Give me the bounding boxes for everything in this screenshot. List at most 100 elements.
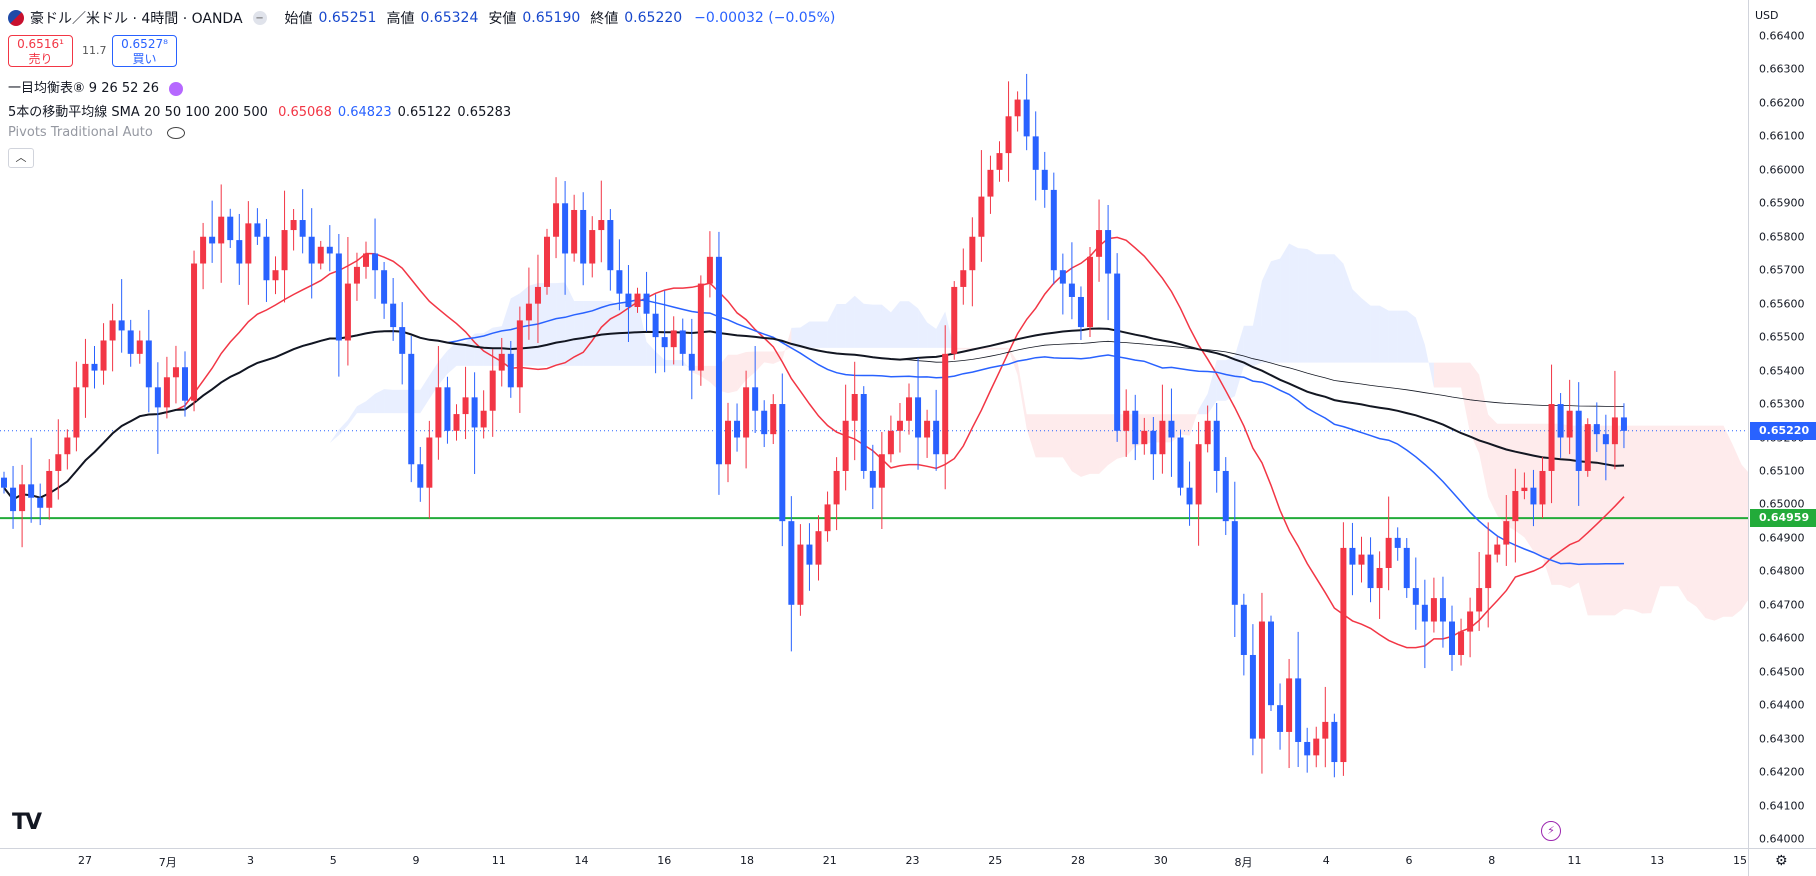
candle[interactable] <box>1068 242 1075 320</box>
candle[interactable] <box>118 279 125 353</box>
candle[interactable] <box>498 337 505 387</box>
sell-button[interactable]: 0.6516¹ 売り <box>8 35 73 67</box>
candle[interactable] <box>1403 538 1410 598</box>
candle[interactable] <box>706 231 713 298</box>
candle[interactable] <box>1150 416 1157 480</box>
candle[interactable] <box>46 459 53 520</box>
candle[interactable] <box>842 384 849 491</box>
candle[interactable] <box>209 200 216 263</box>
candle[interactable] <box>507 340 514 398</box>
candle[interactable] <box>933 389 940 471</box>
candle[interactable] <box>55 419 62 500</box>
sma-legend[interactable]: 5本の移動平均線 SMA 20 50 100 200 500 0.65068 0.… <box>8 101 511 120</box>
lightning-icon[interactable]: ⚡ <box>1541 821 1561 841</box>
candle[interactable] <box>1114 253 1121 442</box>
candle[interactable] <box>1620 403 1627 449</box>
candle[interactable] <box>390 278 397 341</box>
candle[interactable] <box>480 390 487 439</box>
candle[interactable] <box>82 338 89 418</box>
candle[interactable] <box>191 250 198 412</box>
candle[interactable] <box>1331 713 1338 778</box>
candle[interactable] <box>1367 537 1374 603</box>
candle[interactable] <box>896 403 903 453</box>
candle[interactable] <box>1050 172 1057 285</box>
candle[interactable] <box>1231 481 1238 638</box>
candle[interactable] <box>381 262 388 319</box>
candle[interactable] <box>353 252 360 301</box>
candle[interactable] <box>851 361 858 461</box>
candle[interactable] <box>652 294 659 374</box>
candle[interactable] <box>1032 111 1039 201</box>
candle[interactable] <box>1439 576 1446 648</box>
candle[interactable] <box>1376 551 1383 619</box>
candle[interactable] <box>1304 727 1311 773</box>
candle[interactable] <box>1096 199 1103 282</box>
candle[interactable] <box>589 216 596 278</box>
candle[interactable] <box>525 267 532 340</box>
symbol-title[interactable]: 豪ドル／米ドル · 4時間 · OANDA <box>30 11 243 27</box>
candle[interactable] <box>10 465 17 529</box>
candle[interactable] <box>833 457 840 531</box>
candle[interactable] <box>1611 370 1618 470</box>
candle[interactable] <box>127 319 134 367</box>
candle[interactable] <box>634 287 641 313</box>
candle[interactable] <box>516 306 523 413</box>
candle[interactable] <box>1159 384 1166 474</box>
candle[interactable] <box>1593 402 1600 452</box>
candle[interactable] <box>534 254 541 344</box>
candle[interactable] <box>1449 605 1455 671</box>
candle[interactable] <box>299 189 306 254</box>
sma-20-line[interactable] <box>3 236 1625 649</box>
candle[interactable] <box>462 366 469 440</box>
candle[interactable] <box>607 209 614 291</box>
candle[interactable] <box>145 309 152 413</box>
candle[interactable] <box>1385 496 1392 591</box>
candle[interactable] <box>326 225 333 272</box>
candle[interactable] <box>1186 461 1193 526</box>
candle[interactable] <box>19 464 26 548</box>
candle[interactable] <box>1467 597 1474 658</box>
candle[interactable] <box>1059 253 1066 315</box>
candle[interactable] <box>1268 615 1274 712</box>
candle[interactable] <box>779 373 786 547</box>
candle[interactable] <box>1195 421 1202 546</box>
candle[interactable] <box>1557 393 1564 458</box>
chart-canvas[interactable] <box>0 0 1748 848</box>
candle[interactable] <box>73 361 80 452</box>
ichimoku-legend[interactable]: 一目均衡表⑧ 9 26 52 26 <box>8 77 184 96</box>
candle[interactable] <box>1295 631 1302 768</box>
candle[interactable] <box>1123 389 1130 457</box>
candle[interactable] <box>1105 204 1112 321</box>
level-price-tag[interactable]: 0.64959 <box>1750 509 1816 528</box>
gear-icon[interactable]: ⚙ <box>1775 853 1788 869</box>
candle[interactable] <box>878 431 885 530</box>
candle[interactable] <box>616 239 623 311</box>
candle[interactable] <box>860 386 867 479</box>
candle[interactable] <box>37 483 44 526</box>
candle[interactable] <box>1249 624 1256 756</box>
candle[interactable] <box>1132 394 1139 461</box>
candle[interactable] <box>824 491 831 542</box>
collapse-dot-icon[interactable]: − <box>252 11 267 25</box>
candle[interactable] <box>869 444 876 510</box>
candle[interactable] <box>489 349 496 437</box>
candle[interactable] <box>109 303 116 372</box>
tradingview-logo[interactable]: TV <box>12 810 42 835</box>
candle[interactable] <box>91 345 98 389</box>
candle[interactable] <box>344 237 351 366</box>
candle[interactable] <box>906 383 912 435</box>
candle[interactable] <box>797 524 804 616</box>
candle[interactable] <box>1584 418 1591 477</box>
candle[interactable] <box>770 394 777 445</box>
candle[interactable] <box>1494 536 1501 563</box>
candle[interactable] <box>1548 364 1555 504</box>
candle[interactable] <box>444 376 451 444</box>
candle[interactable] <box>996 141 1003 182</box>
candle[interactable] <box>308 208 315 299</box>
candle[interactable] <box>471 372 478 475</box>
candle[interactable] <box>399 302 406 385</box>
candle[interactable] <box>752 345 759 433</box>
eye-off-icon[interactable] <box>166 126 185 139</box>
candle[interactable] <box>815 515 822 581</box>
candle[interactable] <box>100 323 107 385</box>
